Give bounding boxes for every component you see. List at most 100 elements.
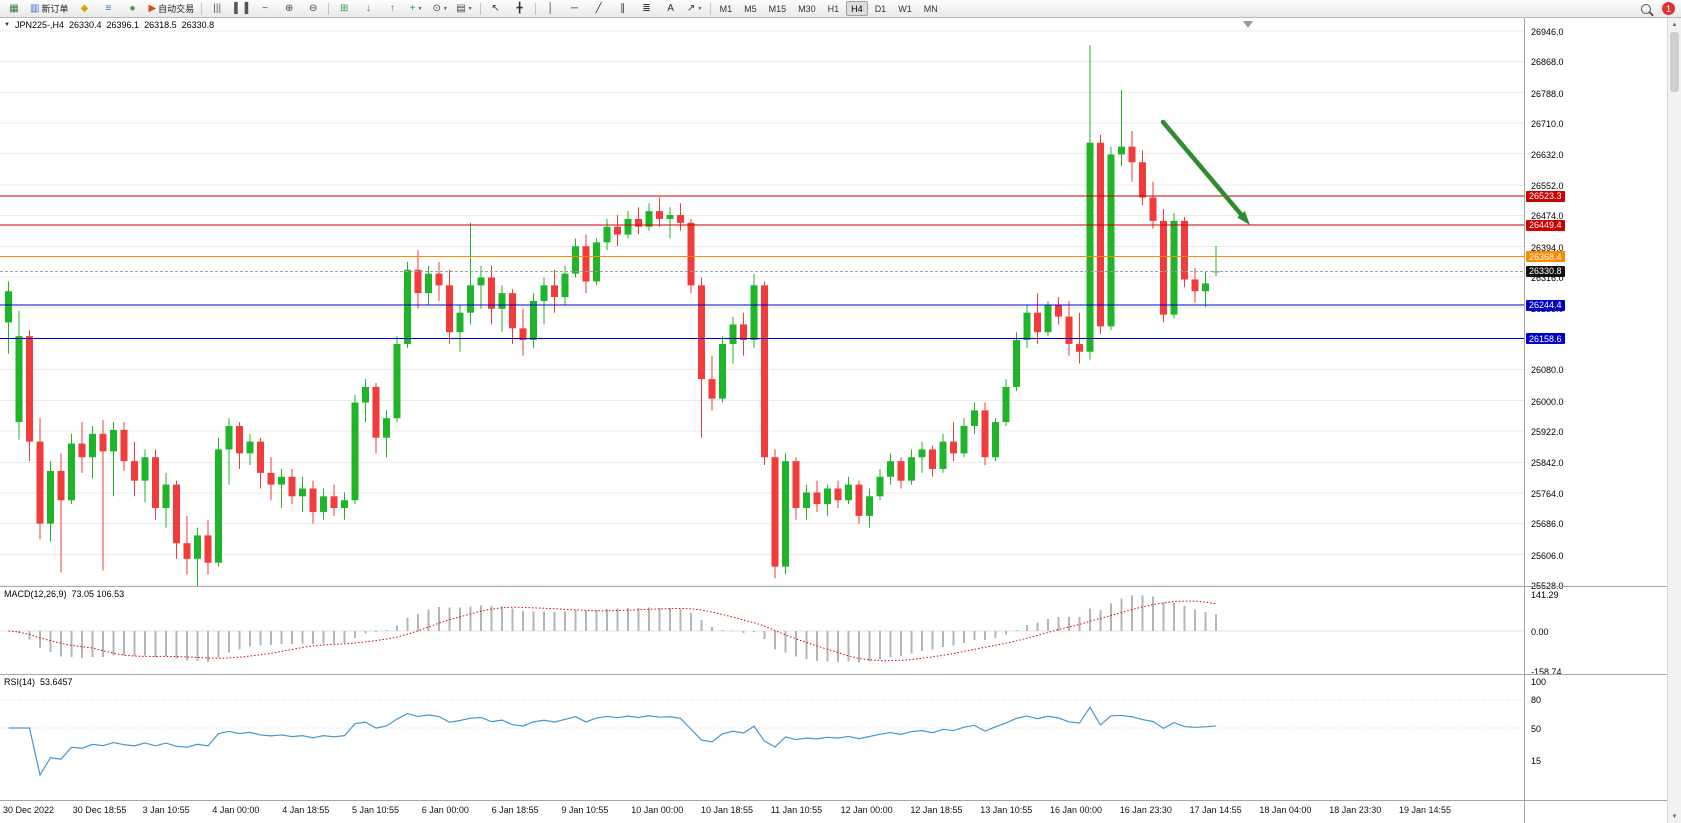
indicators-icon[interactable]: + ▼: [404, 0, 428, 17]
candlestick-chart[interactable]: [0, 18, 1524, 586]
candle: [89, 433, 96, 458]
candle: [120, 429, 128, 462]
channel-icon[interactable]: ∥: [611, 0, 635, 17]
arrows-icon-caret-icon[interactable]: ▼: [697, 5, 703, 12]
periods-icon-caret-icon[interactable]: ▼: [442, 5, 448, 12]
candle: [477, 277, 485, 286]
fibonacci-icon[interactable]: ≣: [635, 0, 659, 17]
candle: [1044, 304, 1052, 333]
vertical-line-icon[interactable]: │: [539, 0, 563, 17]
price-tick: 26788.0: [1531, 88, 1564, 99]
candle: [26, 336, 33, 442]
tf-m15[interactable]: M15: [768, 3, 787, 14]
candle: [897, 461, 905, 481]
main-chart-pane[interactable]: ▼ JPN225-,H4 26330.4 26396.1 26318.5 263…: [0, 18, 1524, 587]
cursor-icon[interactable]: ↖: [484, 0, 508, 17]
candle: [792, 461, 800, 509]
arrange-down-icon-glyph: ↓: [365, 2, 371, 14]
macd-pane[interactable]: MACD(12,26,9) 73.05 106.53: [0, 587, 1524, 675]
rsi-chart[interactable]: [0, 675, 1524, 800]
candle: [740, 324, 747, 341]
rsi-value: 53.6457: [40, 677, 73, 687]
candle: [887, 461, 894, 477]
price-tick: 26474.0: [1531, 211, 1564, 222]
candle: [1160, 220, 1167, 315]
scroll-up-icon[interactable]: ▲: [1671, 21, 1678, 28]
tf-h4[interactable]: H4: [846, 1, 868, 16]
candle: [309, 488, 317, 512]
search-icon[interactable]: [1634, 0, 1658, 17]
templates-icon-caret-icon[interactable]: ▼: [467, 5, 473, 12]
line-chart-icon-glyph: ~: [262, 2, 269, 14]
macd-chart[interactable]: [0, 587, 1524, 674]
time-tick: 9 Jan 10:55: [561, 805, 609, 815]
candle: [498, 293, 506, 309]
candle: [803, 492, 810, 509]
time-axis[interactable]: 30 Dec 2022 30 Dec 18:55 3 Jan 10:55 4 Jan …: [0, 801, 1524, 823]
indicators-icon-caret-icon[interactable]: ▼: [417, 5, 423, 12]
crosshair-icon-glyph: ╋: [516, 2, 523, 14]
rsi-label: RSI(14) 53.6457: [4, 677, 73, 687]
new-chart-icon[interactable]: ▦: [2, 0, 26, 17]
arrows-icon[interactable]: ↗ ▼: [683, 0, 707, 17]
candle: [750, 285, 758, 341]
periods-icon[interactable]: ⊙ ▼: [428, 0, 452, 17]
tf-w1[interactable]: W1: [898, 3, 912, 14]
market-watch-icon[interactable]: ≡: [96, 0, 120, 17]
time-tick: 4 Jan 18:55: [282, 805, 330, 815]
templates-icon-glyph: ▤: [456, 2, 466, 14]
notification-badge[interactable]: 1: [1662, 2, 1675, 15]
rsi-pane[interactable]: RSI(14) 53.6457: [0, 675, 1524, 801]
line-chart-icon[interactable]: ~: [253, 0, 277, 17]
zoom-out-icon[interactable]: ⊖: [301, 0, 325, 17]
templates-icon[interactable]: ▤ ▼: [452, 0, 476, 17]
arrange-down-icon[interactable]: ↓: [356, 0, 380, 17]
autotrading-button[interactable]: ▶ 自动交易: [144, 0, 198, 17]
candle: [383, 418, 390, 438]
zoom-in-icon[interactable]: ⊕: [277, 0, 301, 17]
price-tick: 26000.0: [1531, 396, 1564, 407]
text-icon[interactable]: A: [659, 0, 683, 17]
price-axis[interactable]: 26946.0 26868.0 26788.0 26710.0 26632.0 26552…: [1524, 18, 1668, 823]
bar-chart-icon[interactable]: |||: [205, 0, 229, 17]
tf-mn[interactable]: MN: [923, 3, 938, 14]
price-tick: 25842.0: [1531, 458, 1564, 469]
arrange-up-icon-glyph: ↑: [389, 2, 395, 14]
crosshair-icon[interactable]: ╋: [508, 0, 532, 17]
navigator-icon[interactable]: ●: [120, 0, 144, 17]
candle: [99, 433, 107, 452]
candle: [330, 496, 338, 509]
tf-m5[interactable]: M5: [744, 3, 757, 14]
candle: [698, 285, 705, 380]
candle: [15, 336, 23, 423]
candlestick-chart-icon[interactable]: ▌▐: [229, 0, 253, 17]
arrange-up-icon[interactable]: ↑: [380, 0, 404, 17]
chart-low-value: 26318.5: [144, 20, 177, 30]
tf-m30[interactable]: M30: [798, 3, 816, 14]
toolbar-right: 1: [1634, 0, 1679, 17]
scroll-down-icon[interactable]: ▼: [1671, 813, 1678, 820]
candle: [1118, 146, 1125, 155]
tf-m1[interactable]: M1: [719, 3, 733, 14]
new-order-button[interactable]: ▥ 新订单: [26, 0, 72, 17]
vertical-scrollbar[interactable]: ▲ ▼: [1667, 18, 1681, 823]
profiles-icon[interactable]: ◆: [72, 0, 96, 17]
candle: [257, 441, 264, 473]
price-tick: 25686.0: [1531, 519, 1564, 530]
tf-h1[interactable]: H1: [827, 3, 840, 14]
price-level-badge: 26368.4: [1526, 251, 1565, 263]
tile-windows-icon[interactable]: ⊞: [332, 0, 356, 17]
time-tick: 18 Jan 23:30: [1329, 805, 1382, 815]
price-tick: 26710.0: [1531, 119, 1564, 130]
price-tick: 26868.0: [1531, 57, 1564, 68]
time-tick: 17 Jan 14:55: [1189, 805, 1242, 815]
trendline-icon[interactable]: ╱: [587, 0, 611, 17]
horizontal-line-icon[interactable]: ─: [563, 0, 587, 17]
scrollbar-thumb[interactable]: [1670, 32, 1679, 92]
candle: [981, 410, 989, 458]
chart-collapse-icon[interactable]: ▼: [4, 22, 10, 28]
candle: [761, 285, 768, 458]
chart-shift-marker[interactable]: [1243, 21, 1253, 28]
tf-d1[interactable]: D1: [874, 3, 887, 14]
